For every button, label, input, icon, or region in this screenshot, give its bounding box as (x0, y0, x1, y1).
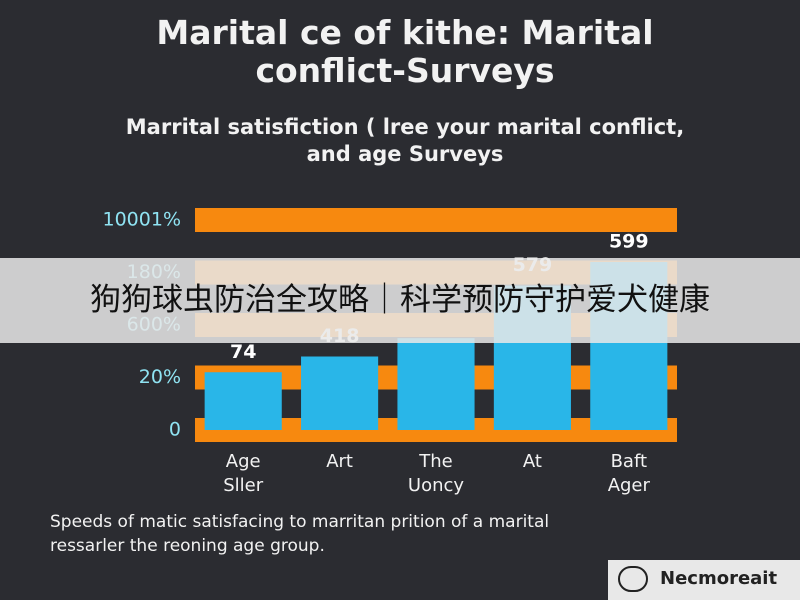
y-tick-label: 10001% (103, 209, 182, 231)
x-tick-label: Baft Ager (607, 451, 650, 496)
value-label: 599 (609, 231, 649, 253)
bar (397, 338, 475, 430)
bar (301, 356, 379, 430)
x-tick-label: At (522, 451, 542, 472)
y-tick-label: 0 (169, 419, 181, 441)
value-label: 74 (230, 341, 256, 363)
y-tick-label: 20% (139, 366, 181, 388)
x-tick-label: Art (326, 451, 353, 472)
banner (0, 258, 800, 343)
chart-subtitle: Marrital satisfiction ( lree your marita… (125, 115, 685, 166)
logo-text: Necmoreait (660, 568, 778, 589)
logo-icon (618, 566, 648, 592)
bar (204, 372, 282, 430)
x-tick-label: The Uoncy (407, 451, 465, 496)
banner-text: 狗狗球虫防治全攻略｜科学预防守护爱犬健康 (90, 282, 710, 318)
caption: Speeds of matic satisfacing to marritan … (50, 512, 550, 556)
grid-band (195, 208, 677, 232)
chart-title: Marital ce of kithe: Marital conflict-Su… (156, 13, 654, 90)
x-tick-label: Age Sller (223, 451, 264, 496)
